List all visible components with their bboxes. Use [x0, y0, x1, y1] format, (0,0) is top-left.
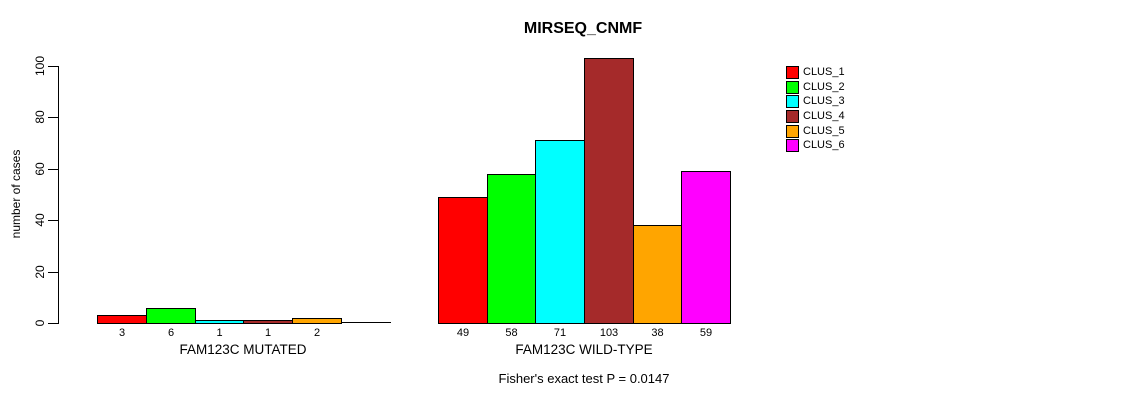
legend-swatch-clus_3: [786, 95, 799, 109]
bar-clus_2-group1: [146, 308, 196, 324]
zero-height-bar: [341, 322, 391, 323]
legend-label: CLUS_3: [803, 95, 845, 108]
legend-label: CLUS_4: [803, 110, 845, 123]
y-axis-label: number of cases: [9, 149, 23, 239]
y-axis-tick-label: 100: [33, 55, 47, 77]
bar-value-label: 6: [167, 327, 175, 339]
bar-value-label: 3: [118, 327, 126, 339]
legend-row: CLUS_5: [786, 124, 845, 138]
legend-swatch-clus_5: [786, 124, 799, 138]
group-label-mutated: FAM123C MUTATED: [179, 342, 307, 357]
bar-clus_6-group2: [681, 171, 731, 324]
y-axis-tick-label: 80: [33, 110, 47, 124]
legend-swatch-clus_6: [786, 139, 799, 153]
bar-clus_3-group2: [535, 140, 585, 324]
chart-title: MIRSEQ_CNMF: [523, 20, 643, 37]
bar-value-label: 38: [651, 327, 664, 339]
legend-swatch-clus_2: [786, 80, 799, 94]
bar-value-label: 103: [599, 327, 619, 339]
legend-row: CLUS_2: [786, 80, 845, 94]
legend-label: CLUS_6: [803, 139, 845, 152]
y-axis-tick: [48, 66, 58, 67]
legend-row: CLUS_3: [786, 95, 845, 109]
bar-clus_4-group2: [584, 58, 634, 324]
y-axis-tick: [48, 272, 58, 273]
legend-label: CLUS_5: [803, 124, 845, 137]
bar-value-label: 1: [264, 327, 272, 339]
bar-clus_4-group1: [243, 320, 293, 324]
bar-clus_1-group1: [97, 315, 147, 324]
legend-label: CLUS_2: [803, 80, 845, 93]
legend-row: CLUS_4: [786, 110, 845, 124]
y-axis-tick-label: 60: [33, 162, 47, 176]
bar-clus_1-group2: [438, 197, 488, 324]
bar-clus_5-group2: [633, 225, 682, 324]
group-label-wild-type: FAM123C WILD-TYPE: [515, 342, 653, 357]
y-axis-tick-label: 0: [33, 319, 47, 327]
fisher-test-footnote: Fisher's exact test P = 0.0147: [498, 371, 670, 386]
y-axis-tick: [48, 117, 58, 118]
bar-clus_3-group1: [195, 320, 244, 324]
bar-clus_2-group2: [487, 174, 536, 324]
bar-clus_5-group1: [292, 318, 342, 324]
legend-label: CLUS_1: [803, 66, 845, 78]
bar-value-label: 49: [456, 327, 470, 339]
y-axis-tick-label: 20: [33, 265, 47, 279]
legend-swatch-clus_4: [786, 110, 799, 124]
y-axis-tick: [48, 169, 58, 170]
legend-row: CLUS_6: [786, 139, 845, 153]
bar-value-label: 2: [313, 327, 321, 339]
y-axis-tick: [48, 323, 58, 324]
bar-value-label: 59: [699, 327, 713, 339]
legend-row: CLUS_1: [786, 66, 845, 79]
legend-swatch-clus_1: [786, 66, 799, 79]
y-axis-line: [58, 66, 59, 324]
bar-value-label: 1: [216, 327, 223, 339]
bar-value-label: 71: [553, 327, 567, 339]
legend: CLUS_1 CLUS_2 CLUS_3 CLUS_4 CLUS_5 CLUS_6: [786, 66, 845, 154]
y-axis-tick: [48, 220, 58, 221]
y-axis-tick-label: 40: [33, 213, 47, 227]
bar-value-label: 58: [505, 327, 518, 339]
